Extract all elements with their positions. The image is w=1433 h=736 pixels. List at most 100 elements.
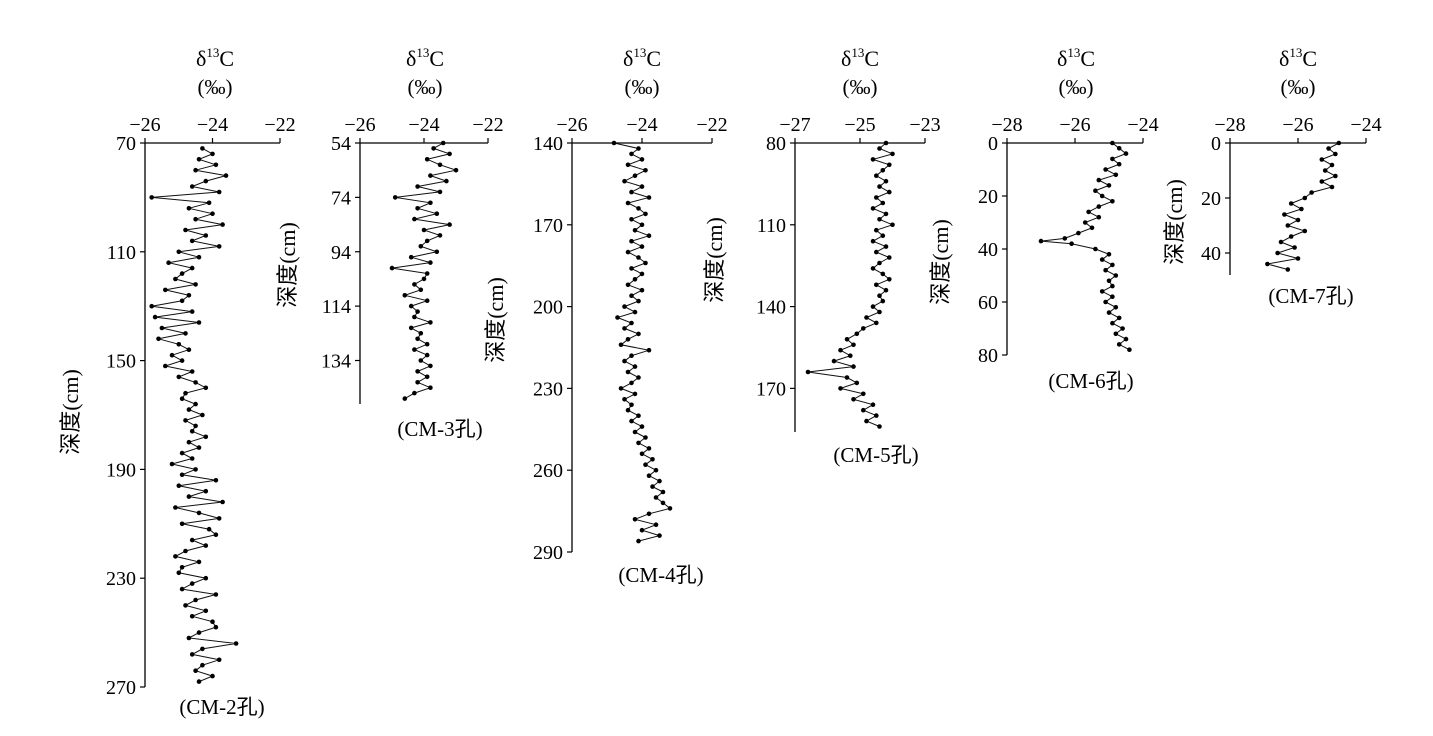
data-point: [203, 543, 209, 548]
data-point: [1099, 193, 1105, 199]
data-point: [1089, 225, 1095, 231]
y-axis-label: 深度(cm): [275, 222, 300, 308]
data-point: [639, 157, 645, 162]
data-point: [861, 407, 866, 413]
data-point: [636, 440, 641, 446]
x-tick-label: −24: [408, 114, 439, 136]
data-point: [179, 521, 185, 527]
data-point: [203, 233, 209, 238]
data-point: [176, 249, 182, 255]
y-tick-label: 140: [756, 297, 786, 319]
data-point: [1099, 289, 1105, 294]
data-point: [887, 189, 892, 195]
data-point: [880, 200, 886, 206]
y-tick-label: 114: [322, 296, 351, 318]
data-point: [632, 277, 638, 282]
y-tick-label: 40: [978, 239, 998, 261]
panel-4: δ13C (‰) −27 −25 −23 80 110 140 170 深度(cm) (CM-5孔): [702, 45, 941, 467]
data-point: [1319, 179, 1325, 184]
data-point: [193, 282, 198, 287]
data-point: [163, 287, 168, 293]
y-tick-label: 20: [1201, 188, 1221, 210]
y-axis-label: 深度(cm): [58, 369, 83, 455]
data-point: [883, 178, 889, 184]
y-tick-label: 170: [756, 378, 786, 400]
panel-caption: (CM-7孔): [1268, 284, 1353, 308]
data-point: [643, 260, 648, 266]
data-point: [1123, 336, 1129, 342]
data-point: [1322, 168, 1328, 173]
panel-1: δ13C (‰) −26 −24 −22 70 110 150 190 230 270 深度(cm) (…: [58, 45, 296, 719]
data-point: [629, 320, 634, 326]
data-point: [622, 178, 627, 184]
data-point: [646, 347, 652, 353]
y-tick-label: 110: [107, 242, 136, 264]
data-point: [424, 374, 430, 380]
data-point: [428, 173, 433, 178]
data-point: [186, 439, 192, 445]
data-point: [179, 586, 185, 592]
x-tick-label: −28: [991, 114, 1022, 136]
data-point: [838, 347, 843, 353]
data-point: [887, 162, 892, 168]
data-point: [203, 178, 209, 184]
data-point: [653, 495, 659, 500]
data-point: [196, 510, 202, 516]
data-point: [880, 233, 886, 238]
data-point: [186, 407, 192, 412]
data-point: [1106, 183, 1112, 188]
data-point: [1086, 209, 1091, 215]
y-tick-label: 60: [978, 292, 998, 314]
data-point: [200, 662, 205, 668]
data-point: [179, 472, 185, 478]
data-point: [1076, 230, 1081, 236]
data-point: [186, 635, 192, 641]
data-point: [1295, 217, 1301, 223]
data-point: [1113, 172, 1119, 178]
y-tick-label: 80: [766, 133, 786, 155]
data-point: [169, 352, 175, 358]
data-point: [176, 483, 182, 489]
data-point: [216, 516, 222, 521]
panel-title: δ13C: [623, 45, 661, 71]
data-point: [632, 429, 638, 435]
data-point: [183, 418, 188, 423]
data-point: [883, 244, 889, 249]
data-point: [854, 380, 860, 386]
data-point: [428, 260, 433, 265]
data-point: [1110, 283, 1115, 289]
data-point: [625, 337, 631, 342]
data-point: [203, 488, 209, 494]
data-point: [1329, 162, 1335, 168]
data-point: [424, 341, 430, 347]
data-point: [210, 673, 215, 679]
data-point: [632, 364, 638, 369]
data-point: [877, 293, 882, 299]
data-point: [636, 538, 641, 544]
data-point: [424, 157, 430, 162]
data-point: [611, 140, 617, 146]
data-point: [1103, 167, 1108, 172]
data-point: [421, 276, 427, 282]
data-point: [220, 499, 225, 505]
data-point: [415, 380, 420, 385]
data-point: [877, 217, 882, 222]
data-point: [1116, 161, 1122, 167]
data-point: [1333, 173, 1338, 179]
data-point: [890, 222, 895, 228]
x-tick-label: −24: [1127, 114, 1158, 136]
data-point: [1113, 273, 1119, 278]
data-point: [1116, 342, 1122, 347]
series-line: [151, 147, 237, 683]
data-point: [415, 336, 420, 342]
data-point: [210, 211, 215, 216]
data-point: [183, 390, 188, 396]
data-point: [1278, 239, 1284, 245]
y-tick-label: 270: [106, 677, 136, 699]
data-point: [408, 254, 414, 260]
panel-title: δ13C: [1279, 45, 1317, 71]
data-point: [629, 266, 634, 271]
data-point: [173, 554, 178, 559]
data-point: [639, 424, 645, 429]
